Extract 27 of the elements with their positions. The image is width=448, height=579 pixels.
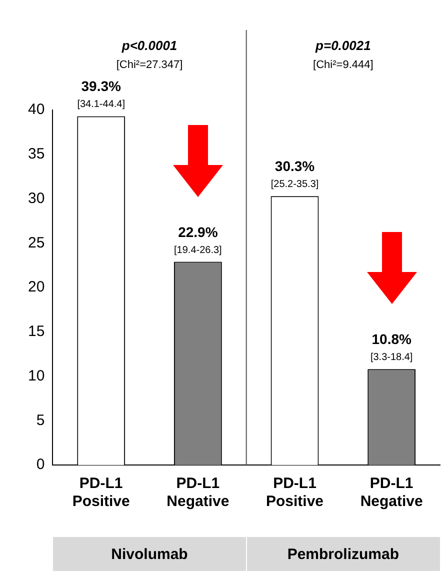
y-tick-label: 25 xyxy=(28,234,45,252)
text: Nivolumab xyxy=(53,537,246,571)
x-tick-label: PD-L1 Negative xyxy=(360,475,423,510)
annotation: [25.2-35.3] xyxy=(270,179,319,190)
y-tick-label: 40 xyxy=(28,101,45,118)
text: p<0.0001 xyxy=(120,38,178,53)
text: [Chi²=27.347] xyxy=(116,59,183,71)
y-tick-label: 15 xyxy=(28,323,45,340)
data-label: 10.8% xyxy=(372,331,412,348)
text: [Chi²=9.444] xyxy=(313,59,374,71)
y-tick-label: 10 xyxy=(28,367,45,384)
y-tick-label: 0 xyxy=(36,456,45,474)
x-tick-label: PD-L1 Negative xyxy=(166,475,230,510)
text: p=0.0021 xyxy=(314,38,371,53)
y-tick-label: 30 xyxy=(28,190,45,207)
y-tick-label: 35 xyxy=(28,146,45,163)
data-label: 39.3% xyxy=(81,78,122,94)
x-tick-label: PD-L1 Positive xyxy=(266,475,324,510)
y-tick-label: 20 xyxy=(28,278,45,296)
text: Pembrolizumab xyxy=(246,537,440,571)
data-label: 30.3% xyxy=(274,158,316,174)
annotation: [19.4-26.3] xyxy=(174,244,222,256)
x-tick-label: PD-L1 Positive xyxy=(72,475,130,510)
data-label: 22.9% xyxy=(178,224,218,240)
annotation: [34.1-44.4] xyxy=(77,99,126,110)
annotation: [3.3-18.4] xyxy=(370,352,413,364)
y-tick-label: 5 xyxy=(36,412,45,429)
